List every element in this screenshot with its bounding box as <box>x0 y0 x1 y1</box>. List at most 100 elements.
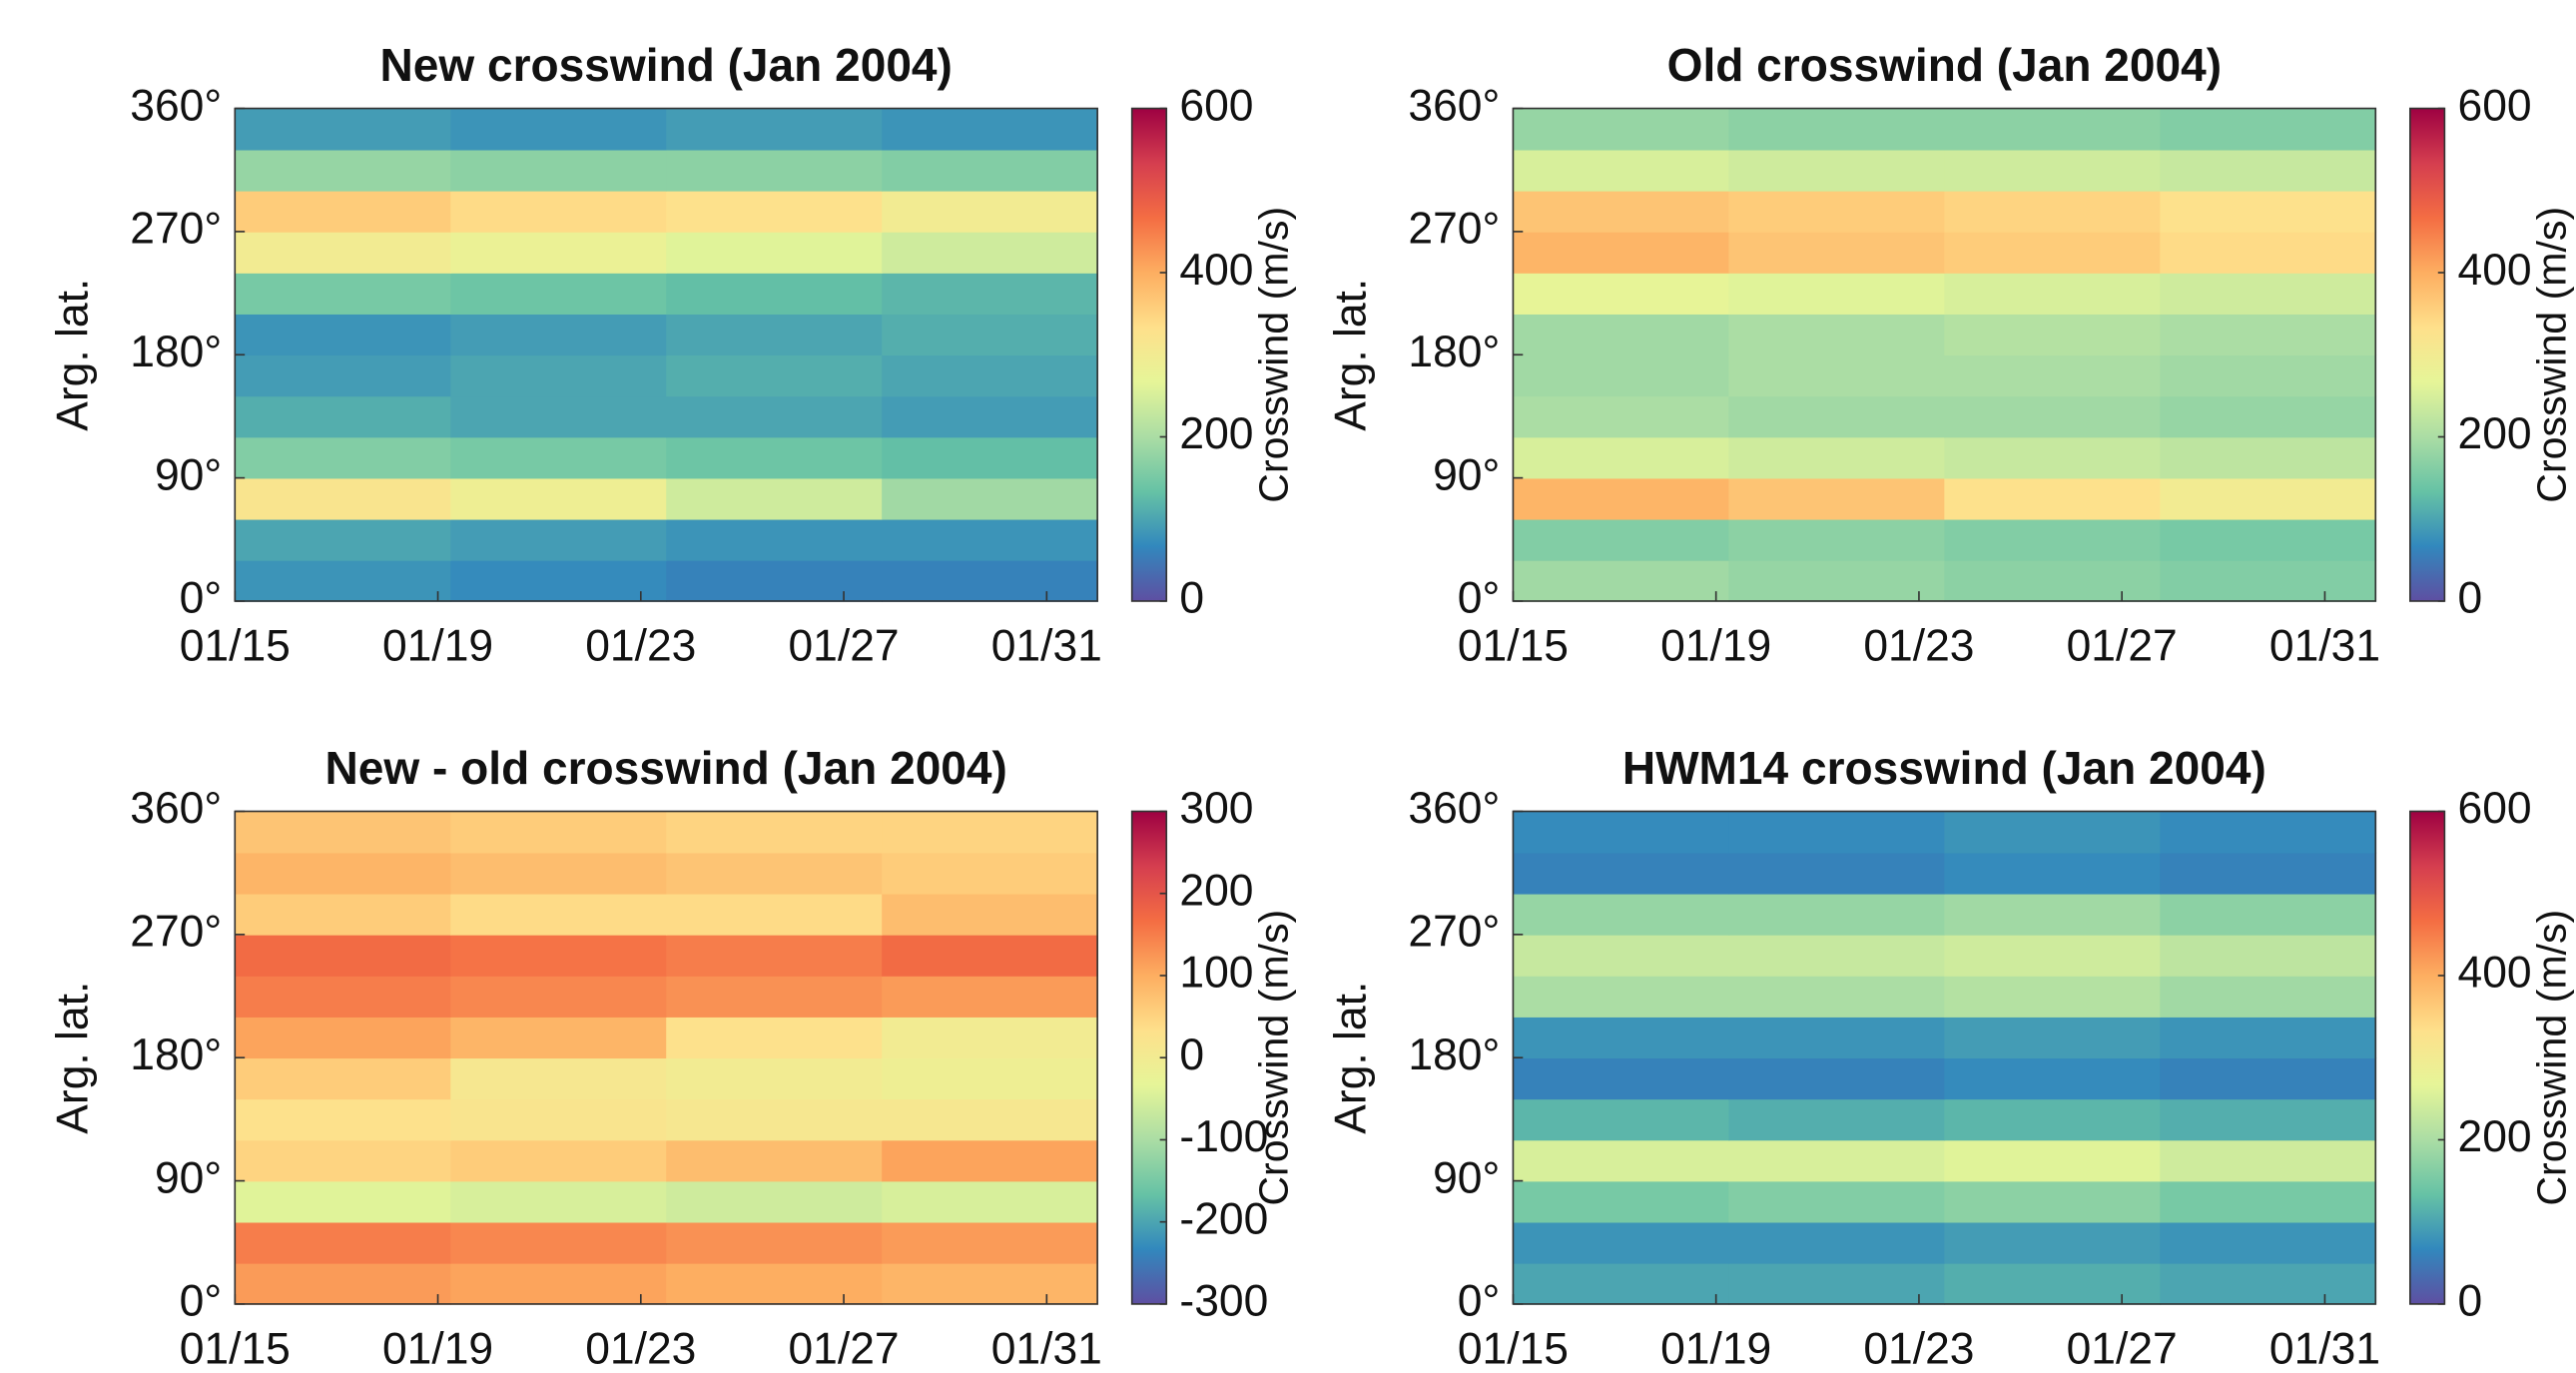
y-tick-label: 180° <box>1408 1030 1500 1079</box>
heatmap-cell <box>1513 477 1730 520</box>
heatmap-cell <box>450 1139 668 1182</box>
heatmap-cell <box>1944 149 2162 192</box>
heatmap-cell <box>882 149 1098 192</box>
heatmap-cell <box>2160 518 2377 561</box>
heatmap-cell <box>882 190 1098 233</box>
heatmap-cell <box>1513 108 1730 151</box>
colorbar-label: Crosswind (m/s) <box>2528 910 2574 1206</box>
heatmap-cell <box>882 108 1098 151</box>
heatmap-cell <box>882 934 1098 977</box>
heatmap-cell <box>1944 314 2162 356</box>
heatmap-cell <box>2160 1017 2377 1059</box>
heatmap-cell <box>450 975 668 1018</box>
chart-title: HWM14 crosswind (Jan 2004) <box>1622 742 2266 794</box>
y-tick-label: 180° <box>1408 328 1500 376</box>
heatmap-cell <box>1944 477 2162 520</box>
heatmap-cell <box>2160 314 2377 356</box>
heatmap-cell <box>1728 975 1946 1018</box>
x-tick-label: 01/23 <box>1863 1324 1974 1373</box>
x-tick-label: 01/27 <box>788 621 899 670</box>
heatmap-cell <box>1728 1180 1946 1223</box>
heatmap-cell <box>2160 811 2377 854</box>
heatmap-cell <box>1728 893 1946 936</box>
heatmap-cell <box>235 975 452 1018</box>
y-tick-label: 90° <box>155 450 222 499</box>
x-tick-label: 01/31 <box>2269 621 2380 670</box>
heatmap-cell <box>1728 231 1946 274</box>
heatmap-cell <box>450 1017 668 1059</box>
heatmap-cell <box>235 108 452 151</box>
heatmap-cell <box>2160 149 2377 192</box>
heatmap-cell <box>1944 811 2162 854</box>
heatmap-cell <box>1944 893 2162 936</box>
heatmap-cell <box>1944 273 2162 315</box>
heatmap-cell <box>1513 395 1730 438</box>
x-tick-label: 01/31 <box>991 621 1102 670</box>
heatmap-cell <box>1728 273 1946 315</box>
heatmap-cell <box>1513 518 1730 561</box>
y-tick-label: 270° <box>1408 205 1500 254</box>
heatmap-cell <box>1728 1098 1946 1141</box>
y-tick-label: 270° <box>1408 908 1500 957</box>
heatmap-cell <box>235 314 452 356</box>
heatmap-cell <box>1728 518 1946 561</box>
heatmap-cell <box>666 1221 883 1264</box>
heatmap-cell <box>666 811 883 854</box>
heatmap-cell <box>1728 1221 1946 1264</box>
heatmap-cell <box>235 1057 452 1100</box>
heatmap-cell <box>450 1262 668 1305</box>
x-tick-label: 01/23 <box>585 621 696 670</box>
heatmap-cell <box>235 811 452 854</box>
heatmap-cell <box>2160 852 2377 895</box>
heatmap-cell <box>882 1057 1098 1100</box>
heatmap-cell <box>235 149 452 192</box>
heatmap-cell <box>1728 1017 1946 1059</box>
heatmap-cell <box>1944 975 2162 1018</box>
x-tick-label: 01/27 <box>2067 1324 2178 1373</box>
heatmap-cell <box>666 1180 883 1223</box>
heatmap-cell <box>1728 1139 1946 1182</box>
heatmap-cell <box>1944 1098 2162 1141</box>
x-tick-label: 01/15 <box>180 621 291 670</box>
heatmap-cell <box>2160 395 2377 438</box>
heatmap-cell <box>1728 559 1946 602</box>
heatmap-cell <box>1944 1017 2162 1059</box>
heatmap-cell <box>1944 518 2162 561</box>
y-axis-label: Arg. lat. <box>48 982 97 1134</box>
chart-title: New - old crosswind (Jan 2004) <box>325 742 1007 794</box>
x-tick-label: 01/19 <box>1660 621 1771 670</box>
colorbar <box>1130 107 1168 602</box>
colorbar-tick-label: 0 <box>1179 1030 1204 1079</box>
heatmap-cell <box>235 1221 452 1264</box>
heatmap-cell <box>1513 852 1730 895</box>
heatmap-cell <box>666 518 883 561</box>
heatmap-cell <box>1944 1139 2162 1182</box>
heatmap-cell <box>1728 811 1946 854</box>
heatmap-cell <box>666 1017 883 1059</box>
heatmap-cell <box>450 1221 668 1264</box>
heatmap-cell <box>450 149 668 192</box>
colorbar <box>2408 810 2446 1305</box>
heatmap-cell <box>882 395 1098 438</box>
heatmap-cell <box>2160 1139 2377 1182</box>
y-tick-label: 90° <box>155 1153 222 1202</box>
heatmap-cell <box>450 1057 668 1100</box>
heatmap-cell <box>666 190 883 233</box>
heatmap-cell <box>1944 852 2162 895</box>
colorbar-label: Crosswind (m/s) <box>2528 207 2574 503</box>
heatmap-cell <box>235 893 452 936</box>
y-axis-label: Arg. lat. <box>1327 982 1376 1134</box>
heatmap-cell <box>1944 231 2162 274</box>
heatmap-cell <box>1944 190 2162 233</box>
colorbar-tick-label: 400 <box>1179 246 1253 295</box>
heatmap-cell <box>1513 1017 1730 1059</box>
heatmap-cell <box>1728 1262 1946 1305</box>
heatmap-cell <box>1728 354 1946 397</box>
heatmap-cell <box>666 149 883 192</box>
x-tick-label: 01/23 <box>1863 621 1974 670</box>
colorbar-tick-label: 300 <box>1179 784 1253 833</box>
heatmap-cell <box>666 975 883 1018</box>
heatmap-cell <box>1513 1262 1730 1305</box>
heatmap-cell <box>235 1017 452 1059</box>
